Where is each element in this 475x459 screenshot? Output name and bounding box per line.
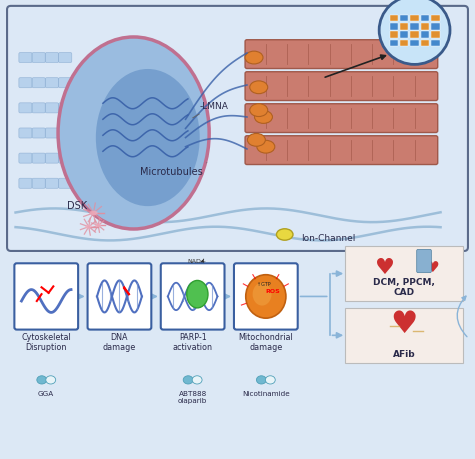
FancyBboxPatch shape <box>19 53 32 63</box>
Text: DNA
damage: DNA damage <box>103 332 136 352</box>
FancyBboxPatch shape <box>19 129 32 139</box>
FancyBboxPatch shape <box>400 33 408 39</box>
Ellipse shape <box>192 376 202 384</box>
Ellipse shape <box>276 230 293 241</box>
FancyBboxPatch shape <box>345 308 463 363</box>
FancyBboxPatch shape <box>410 24 419 31</box>
FancyBboxPatch shape <box>245 41 438 69</box>
Ellipse shape <box>250 82 268 95</box>
FancyBboxPatch shape <box>32 129 45 139</box>
Text: ♥: ♥ <box>375 257 395 277</box>
FancyBboxPatch shape <box>410 41 419 47</box>
FancyBboxPatch shape <box>14 264 78 330</box>
Ellipse shape <box>58 38 209 230</box>
Ellipse shape <box>89 211 98 216</box>
Ellipse shape <box>85 225 92 229</box>
FancyBboxPatch shape <box>431 33 439 39</box>
Text: Mitochondrial
damage: Mitochondrial damage <box>238 332 293 352</box>
FancyBboxPatch shape <box>245 73 438 101</box>
FancyBboxPatch shape <box>431 41 439 47</box>
Ellipse shape <box>95 224 101 228</box>
FancyBboxPatch shape <box>58 154 72 164</box>
Text: NAD+: NAD+ <box>188 258 207 263</box>
FancyBboxPatch shape <box>161 264 225 330</box>
FancyBboxPatch shape <box>390 33 398 39</box>
Ellipse shape <box>253 283 272 306</box>
FancyBboxPatch shape <box>417 250 431 273</box>
FancyBboxPatch shape <box>58 78 72 89</box>
FancyBboxPatch shape <box>245 136 438 165</box>
FancyBboxPatch shape <box>7 7 468 252</box>
FancyBboxPatch shape <box>421 33 429 39</box>
Ellipse shape <box>250 105 268 117</box>
Ellipse shape <box>246 275 286 319</box>
FancyBboxPatch shape <box>245 105 438 133</box>
FancyBboxPatch shape <box>390 16 398 22</box>
FancyBboxPatch shape <box>58 179 72 189</box>
FancyBboxPatch shape <box>421 16 429 22</box>
FancyBboxPatch shape <box>431 16 439 22</box>
Text: Cytoskeletal
Disruption: Cytoskeletal Disruption <box>21 332 71 352</box>
Ellipse shape <box>257 141 275 154</box>
FancyBboxPatch shape <box>390 41 398 47</box>
Text: DSK: DSK <box>67 201 87 211</box>
FancyBboxPatch shape <box>19 154 32 164</box>
FancyBboxPatch shape <box>431 24 439 31</box>
FancyBboxPatch shape <box>421 24 429 31</box>
Ellipse shape <box>37 376 47 384</box>
Text: ROS: ROS <box>266 288 280 293</box>
Ellipse shape <box>183 376 193 384</box>
FancyBboxPatch shape <box>45 154 58 164</box>
Text: Ion-Channel: Ion-Channel <box>301 233 356 242</box>
FancyBboxPatch shape <box>32 179 45 189</box>
FancyBboxPatch shape <box>45 129 58 139</box>
Text: ABT888
olaparib: ABT888 olaparib <box>178 390 207 403</box>
Text: ↑GTP: ↑GTP <box>256 281 270 286</box>
Text: ♥: ♥ <box>426 260 439 274</box>
FancyBboxPatch shape <box>19 179 32 189</box>
FancyBboxPatch shape <box>45 179 58 189</box>
FancyBboxPatch shape <box>410 16 419 22</box>
Ellipse shape <box>247 134 266 147</box>
FancyBboxPatch shape <box>45 104 58 114</box>
Text: Nicotinamide: Nicotinamide <box>242 390 290 396</box>
FancyBboxPatch shape <box>390 24 398 31</box>
Text: ♥: ♥ <box>390 310 418 339</box>
FancyBboxPatch shape <box>32 53 45 63</box>
FancyBboxPatch shape <box>32 78 45 89</box>
FancyBboxPatch shape <box>32 154 45 164</box>
Text: Microtubules: Microtubules <box>140 163 207 177</box>
Ellipse shape <box>255 112 273 124</box>
FancyBboxPatch shape <box>410 33 419 39</box>
FancyBboxPatch shape <box>87 264 152 330</box>
FancyBboxPatch shape <box>400 41 408 47</box>
Ellipse shape <box>96 70 200 207</box>
FancyBboxPatch shape <box>58 53 72 63</box>
Text: -LMNA: -LMNA <box>193 101 228 118</box>
Circle shape <box>379 0 450 65</box>
Text: AFib: AFib <box>393 349 415 358</box>
Ellipse shape <box>266 376 275 384</box>
Text: DCM, PPCM,
CAD: DCM, PPCM, CAD <box>373 277 435 297</box>
Ellipse shape <box>245 52 263 65</box>
FancyBboxPatch shape <box>19 78 32 89</box>
Text: PARP-1
activation: PARP-1 activation <box>172 332 213 352</box>
FancyBboxPatch shape <box>58 104 72 114</box>
FancyBboxPatch shape <box>421 41 429 47</box>
FancyBboxPatch shape <box>345 246 463 302</box>
FancyBboxPatch shape <box>58 129 72 139</box>
Text: GGA: GGA <box>38 390 54 396</box>
FancyBboxPatch shape <box>234 264 298 330</box>
Ellipse shape <box>187 281 208 308</box>
FancyBboxPatch shape <box>400 24 408 31</box>
Ellipse shape <box>256 376 266 384</box>
FancyBboxPatch shape <box>45 53 58 63</box>
FancyBboxPatch shape <box>19 104 32 114</box>
FancyBboxPatch shape <box>45 78 58 89</box>
FancyBboxPatch shape <box>400 16 408 22</box>
FancyBboxPatch shape <box>32 104 45 114</box>
Ellipse shape <box>46 376 56 384</box>
